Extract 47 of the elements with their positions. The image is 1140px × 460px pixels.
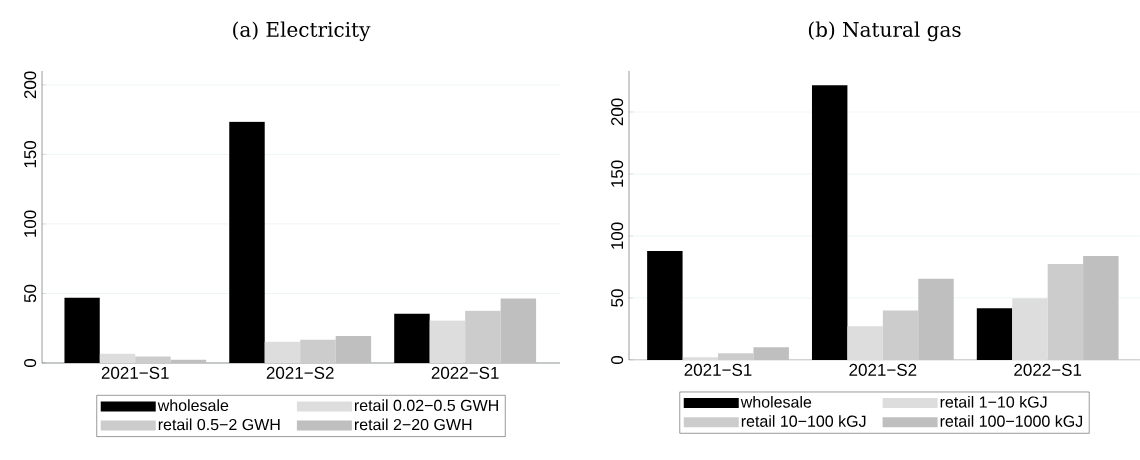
bar [135, 356, 171, 363]
bar [1012, 298, 1048, 360]
bar [918, 278, 954, 360]
legend-label: retail 0.5−2 GWH [158, 418, 280, 431]
legend-label: retail 10−100 kGJ [741, 415, 866, 427]
bar [753, 347, 789, 360]
y-tick-label: 50 [24, 284, 37, 303]
bar [300, 339, 336, 363]
chart-title: (a) Electricity [233, 21, 371, 42]
legend-label: retail 1−10 kGJ [940, 395, 1047, 408]
x-tick-label: 2022−S1 [431, 366, 499, 379]
bar [170, 359, 207, 363]
y-tick-label: 100 [611, 222, 624, 249]
bar [718, 353, 754, 360]
y-tick-label: 0 [24, 358, 37, 368]
bar [811, 85, 848, 360]
bar [429, 320, 466, 363]
bar [682, 357, 719, 360]
y-tick-label: 50 [611, 289, 624, 307]
x-tick-label: 2022−S1 [1014, 363, 1082, 376]
bar [335, 335, 372, 363]
y-tick-label: 200 [24, 71, 37, 99]
bar [1083, 255, 1119, 360]
bar [1047, 264, 1084, 360]
x-tick-label: 2021−S1 [684, 363, 752, 376]
bar [264, 341, 301, 363]
x-tick-label: 2021−S2 [849, 363, 917, 376]
bar [647, 250, 683, 360]
legend-label: retail 0.02−0.5 GWH [354, 399, 498, 412]
legend-label: wholesale [157, 399, 229, 412]
bar [882, 310, 919, 360]
bar [976, 308, 1013, 360]
y-tick-label: 100 [24, 210, 37, 237]
y-tick-label: 200 [611, 98, 624, 126]
legend-label: wholesale [740, 395, 812, 408]
bar [465, 310, 501, 363]
bar [99, 353, 136, 363]
bar [500, 298, 537, 363]
legend-label: retail 2−20 GWH [354, 418, 472, 431]
chart-title: (b) Natural gas [808, 21, 961, 42]
y-tick-label: 150 [24, 140, 37, 168]
x-tick-label: 2021−S1 [101, 366, 169, 379]
x-tick-label: 2021−S2 [266, 366, 334, 379]
bar [847, 326, 883, 360]
legend-label: retail 100−1000 kGJ [940, 415, 1083, 427]
y-tick-label: 0 [611, 355, 624, 365]
y-tick-label: 150 [611, 160, 624, 187]
